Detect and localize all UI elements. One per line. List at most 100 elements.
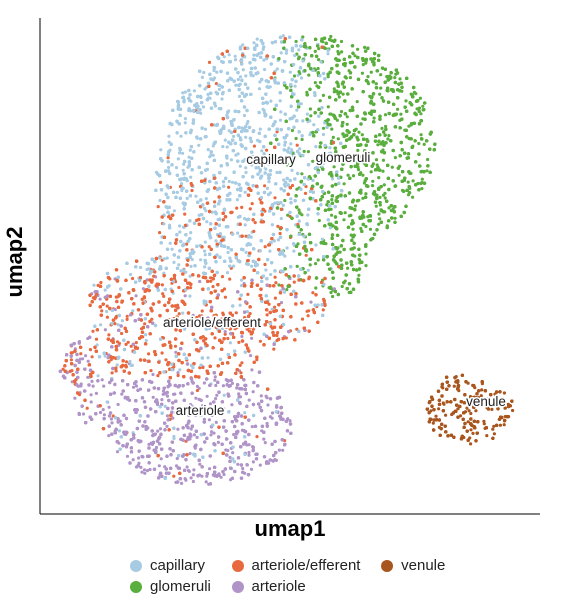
scatter-point — [281, 34, 285, 38]
scatter-point — [125, 454, 130, 458]
scatter-point — [356, 168, 361, 172]
scatter-point — [301, 119, 305, 123]
scatter-point — [167, 317, 171, 322]
scatter-point — [412, 90, 416, 94]
scatter-point — [120, 331, 124, 336]
scatter-point — [283, 254, 287, 258]
scatter-point — [172, 260, 176, 264]
scatter-point — [188, 294, 192, 298]
scatter-point — [285, 246, 289, 250]
scatter-point — [172, 209, 176, 213]
scatter-point — [277, 448, 281, 452]
scatter-point — [251, 154, 255, 158]
scatter-point — [290, 168, 294, 172]
scatter-point — [247, 443, 251, 447]
scatter-point — [161, 292, 165, 296]
scatter-point — [459, 414, 463, 418]
scatter-point — [276, 331, 280, 335]
scatter-point — [411, 195, 415, 199]
scatter-point — [299, 102, 303, 106]
scatter-point — [209, 433, 213, 437]
scatter-point — [141, 287, 145, 291]
scatter-point — [297, 48, 301, 52]
scatter-point — [282, 290, 287, 294]
scatter-point — [257, 87, 262, 91]
scatter-point — [194, 194, 198, 198]
scatter-point — [203, 240, 207, 244]
scatter-point — [98, 297, 102, 301]
scatter-point — [281, 203, 285, 207]
scatter-point — [159, 148, 163, 152]
scatter-point — [297, 70, 301, 74]
scatter-point — [114, 369, 118, 373]
scatter-point — [215, 70, 219, 74]
scatter-point — [125, 360, 129, 364]
scatter-point — [305, 112, 309, 116]
scatter-point — [189, 264, 193, 268]
scatter-point — [202, 381, 206, 385]
scatter-point — [292, 280, 296, 284]
scatter-point — [314, 145, 318, 149]
scatter-point — [316, 258, 320, 262]
scatter-point — [238, 164, 242, 168]
scatter-point — [265, 148, 269, 152]
scatter-point — [226, 336, 230, 341]
scatter-point — [269, 272, 273, 277]
scatter-point — [329, 290, 333, 295]
scatter-point — [131, 309, 135, 313]
scatter-point — [321, 162, 325, 166]
scatter-point — [175, 190, 179, 194]
scatter-point — [192, 433, 196, 437]
scatter-point — [357, 257, 361, 261]
scatter-points — [58, 34, 515, 486]
scatter-point — [328, 146, 332, 150]
scatter-point — [113, 322, 117, 326]
scatter-point — [243, 411, 247, 415]
scatter-point — [220, 97, 224, 101]
scatter-point — [356, 47, 360, 51]
scatter-point — [94, 391, 98, 395]
scatter-point — [170, 247, 174, 251]
scatter-point — [194, 413, 198, 418]
scatter-point — [498, 423, 502, 427]
scatter-point — [236, 77, 240, 82]
scatter-point — [181, 95, 186, 99]
scatter-point — [268, 249, 272, 253]
scatter-point — [265, 313, 269, 317]
scatter-point — [147, 267, 151, 271]
scatter-point — [181, 151, 185, 155]
scatter-point — [178, 368, 182, 372]
scatter-point — [326, 105, 330, 109]
scatter-point — [223, 138, 227, 142]
scatter-point — [191, 473, 195, 477]
scatter-point — [321, 308, 325, 312]
scatter-point — [456, 407, 460, 411]
scatter-point — [240, 334, 244, 339]
scatter-point — [183, 90, 187, 94]
scatter-point — [247, 453, 251, 457]
scatter-point — [252, 53, 256, 57]
scatter-point — [173, 344, 178, 348]
scatter-point — [99, 323, 103, 327]
scatter-point — [364, 252, 368, 256]
scatter-point — [207, 60, 212, 64]
scatter-point — [210, 210, 214, 214]
scatter-point — [139, 265, 143, 270]
scatter-point — [162, 271, 166, 275]
scatter-point — [357, 130, 361, 134]
scatter-point — [306, 268, 310, 272]
scatter-point — [230, 180, 235, 184]
scatter-point — [290, 148, 294, 152]
scatter-point — [69, 351, 73, 355]
scatter-point — [103, 288, 107, 292]
scatter-point — [346, 266, 350, 270]
scatter-point — [297, 219, 301, 223]
scatter-point — [234, 58, 238, 62]
scatter-point — [469, 442, 473, 446]
scatter-point — [125, 314, 129, 318]
scatter-point — [469, 411, 473, 416]
scatter-point — [113, 382, 117, 386]
scatter-point — [237, 392, 241, 396]
scatter-point — [223, 330, 227, 334]
scatter-point — [247, 450, 251, 455]
